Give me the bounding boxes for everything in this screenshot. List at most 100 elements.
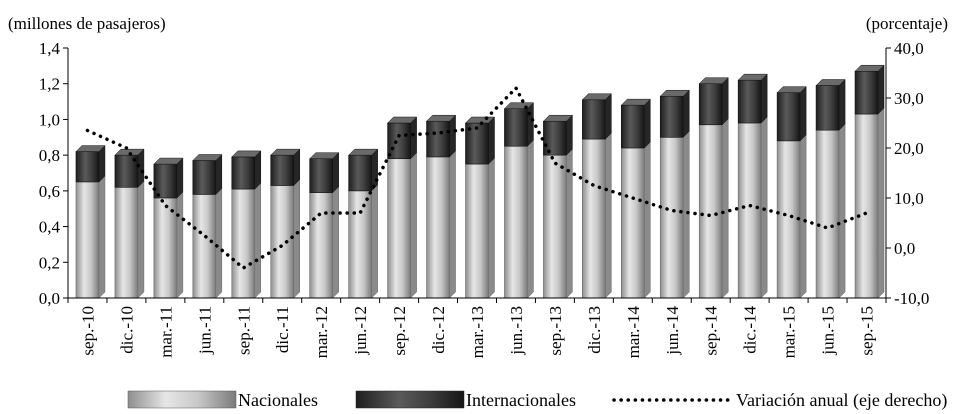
x-tick-label: jun.-14 <box>663 306 682 356</box>
y-left-tick-label: 1,4 <box>39 39 61 58</box>
bar-nacionales-side <box>721 118 729 299</box>
bar-nacionales-side <box>98 175 106 299</box>
y-left-tick-label: 0,8 <box>39 146 60 165</box>
bar-nacionales-side <box>215 187 223 299</box>
bar-top <box>659 89 690 97</box>
bar-nacionales <box>465 163 489 299</box>
bar-nacionales <box>698 124 723 299</box>
legend-label-nacionales: Nacionales <box>238 390 318 410</box>
bar-nacionales-side <box>254 182 262 299</box>
y-right-tick-label: 10,0 <box>894 189 924 208</box>
bar-nacionales <box>854 113 879 299</box>
x-tick-label: jun.-13 <box>507 306 526 356</box>
bar-nacionales-side <box>293 178 300 299</box>
bar-internacionales-side <box>98 144 106 183</box>
x-tick-labels: sep.-10 dic.-10 mar.-11 jun.-11 sep.-11 dic.-… <box>78 306 876 359</box>
x-tick-label: sep.-10 <box>78 306 97 356</box>
bar-nacionales-side <box>799 134 807 299</box>
x-tick-label: dic.-13 <box>585 306 604 354</box>
x-tick-label: jun.-11 <box>195 306 214 355</box>
y-right-tick-label: -10,0 <box>894 289 929 308</box>
bar-nacionales-side <box>488 157 495 299</box>
bar-top <box>309 152 340 159</box>
legend-label-internacionales: Internacionales <box>466 390 576 410</box>
y-left-tick-label: 1,0 <box>39 110 60 129</box>
bar-top <box>153 157 184 165</box>
bar-internacionales-side <box>332 152 339 194</box>
x-tick-label: jun.-15 <box>819 306 838 356</box>
bar-nacionales <box>348 190 372 299</box>
bar-nacionales <box>621 147 645 299</box>
x-tick-label: mar.-11 <box>156 306 175 358</box>
bar-top <box>620 98 651 106</box>
bar-nacionales <box>192 194 217 299</box>
bar-nacionales <box>309 192 333 299</box>
bar-internacionales <box>387 122 411 160</box>
bar-top <box>776 86 807 93</box>
bar-nacionales <box>75 181 100 299</box>
bar-top <box>425 114 457 122</box>
bar-nacionales-side <box>410 152 417 299</box>
bar-internacionales-side <box>137 148 145 188</box>
y-right-tick-label: 20,0 <box>894 139 924 158</box>
bar-nacionales-side <box>527 139 534 299</box>
bar-nacionales <box>582 138 606 299</box>
bar-nacionales <box>504 145 528 299</box>
x-tick-label: dic.-11 <box>273 306 292 353</box>
bar-nacionales-side <box>605 132 612 299</box>
bar-internacionales-side <box>410 116 417 160</box>
bar-nacionales-side <box>449 150 456 299</box>
bar-top <box>231 150 262 158</box>
y-right-tick-label: 40,0 <box>894 39 924 58</box>
y-left-tick-label: 0,0 <box>39 289 60 308</box>
bar-nacionales <box>114 186 139 299</box>
bar-nacionales <box>659 136 684 299</box>
x-tick-label: jun.-12 <box>351 306 370 356</box>
bar-internacionales-side <box>176 157 184 199</box>
bar-internacionales-side <box>644 98 651 149</box>
x-tick-label: dic.-12 <box>429 306 448 354</box>
bar-internacionales <box>348 154 372 192</box>
bar-internacionales-side <box>721 77 729 126</box>
bar-nacionales <box>387 158 411 299</box>
bar-internacionales <box>698 83 723 126</box>
bar-nacionales-side <box>838 123 846 299</box>
y-left-tick-label: 1,2 <box>39 75 60 94</box>
bar-nacionales-side <box>877 107 885 299</box>
bar-nacionales-side <box>371 184 378 299</box>
x-tick-label: mar.-15 <box>780 306 799 358</box>
y-left-tick-label: 0,6 <box>39 182 60 201</box>
bar-top <box>542 114 574 122</box>
bar-top <box>854 64 885 72</box>
bar-nacionales <box>231 188 256 299</box>
bar-top <box>698 77 729 84</box>
bar-internacionales-side <box>605 93 612 140</box>
bar-nacionales <box>815 129 840 299</box>
bar-nacionales <box>426 156 450 299</box>
bar-internacionales <box>737 79 762 124</box>
bar-internacionales-side <box>527 102 534 147</box>
bar-internacionales <box>815 85 840 131</box>
bar-internacionales-side <box>799 86 807 142</box>
bar-top <box>737 73 768 81</box>
bar-nacionales-side <box>332 186 339 299</box>
bar-top <box>815 79 846 86</box>
y-left-tick-label: 0,4 <box>39 218 61 237</box>
series-line-variacion <box>85 86 869 270</box>
bar-top <box>75 145 106 152</box>
x-tick-label: sep.-11 <box>234 306 253 355</box>
x-tick-label: sep.-12 <box>390 306 409 356</box>
legend-swatch-internacionales <box>355 390 465 409</box>
bar-internacionales <box>582 99 606 140</box>
x-tick-label: dic.-14 <box>741 306 760 354</box>
bar-internacionales-side <box>683 89 690 138</box>
bar-top <box>270 148 301 156</box>
bar-internacionales <box>426 120 450 158</box>
legend: Nacionales Internacionales Variación anu… <box>127 390 947 411</box>
bar-nacionales-side <box>137 180 145 299</box>
bar-internacionales <box>153 163 178 199</box>
axes-layer: 0,0 0,2 0,4 0,6 0,8 1,0 1,2 1,4 -10,0 0,0 10,0 20,0… <box>39 39 930 308</box>
bar-internacionales-side <box>254 150 262 190</box>
left-axis-label: (millones de pasajeros) <box>8 14 166 33</box>
